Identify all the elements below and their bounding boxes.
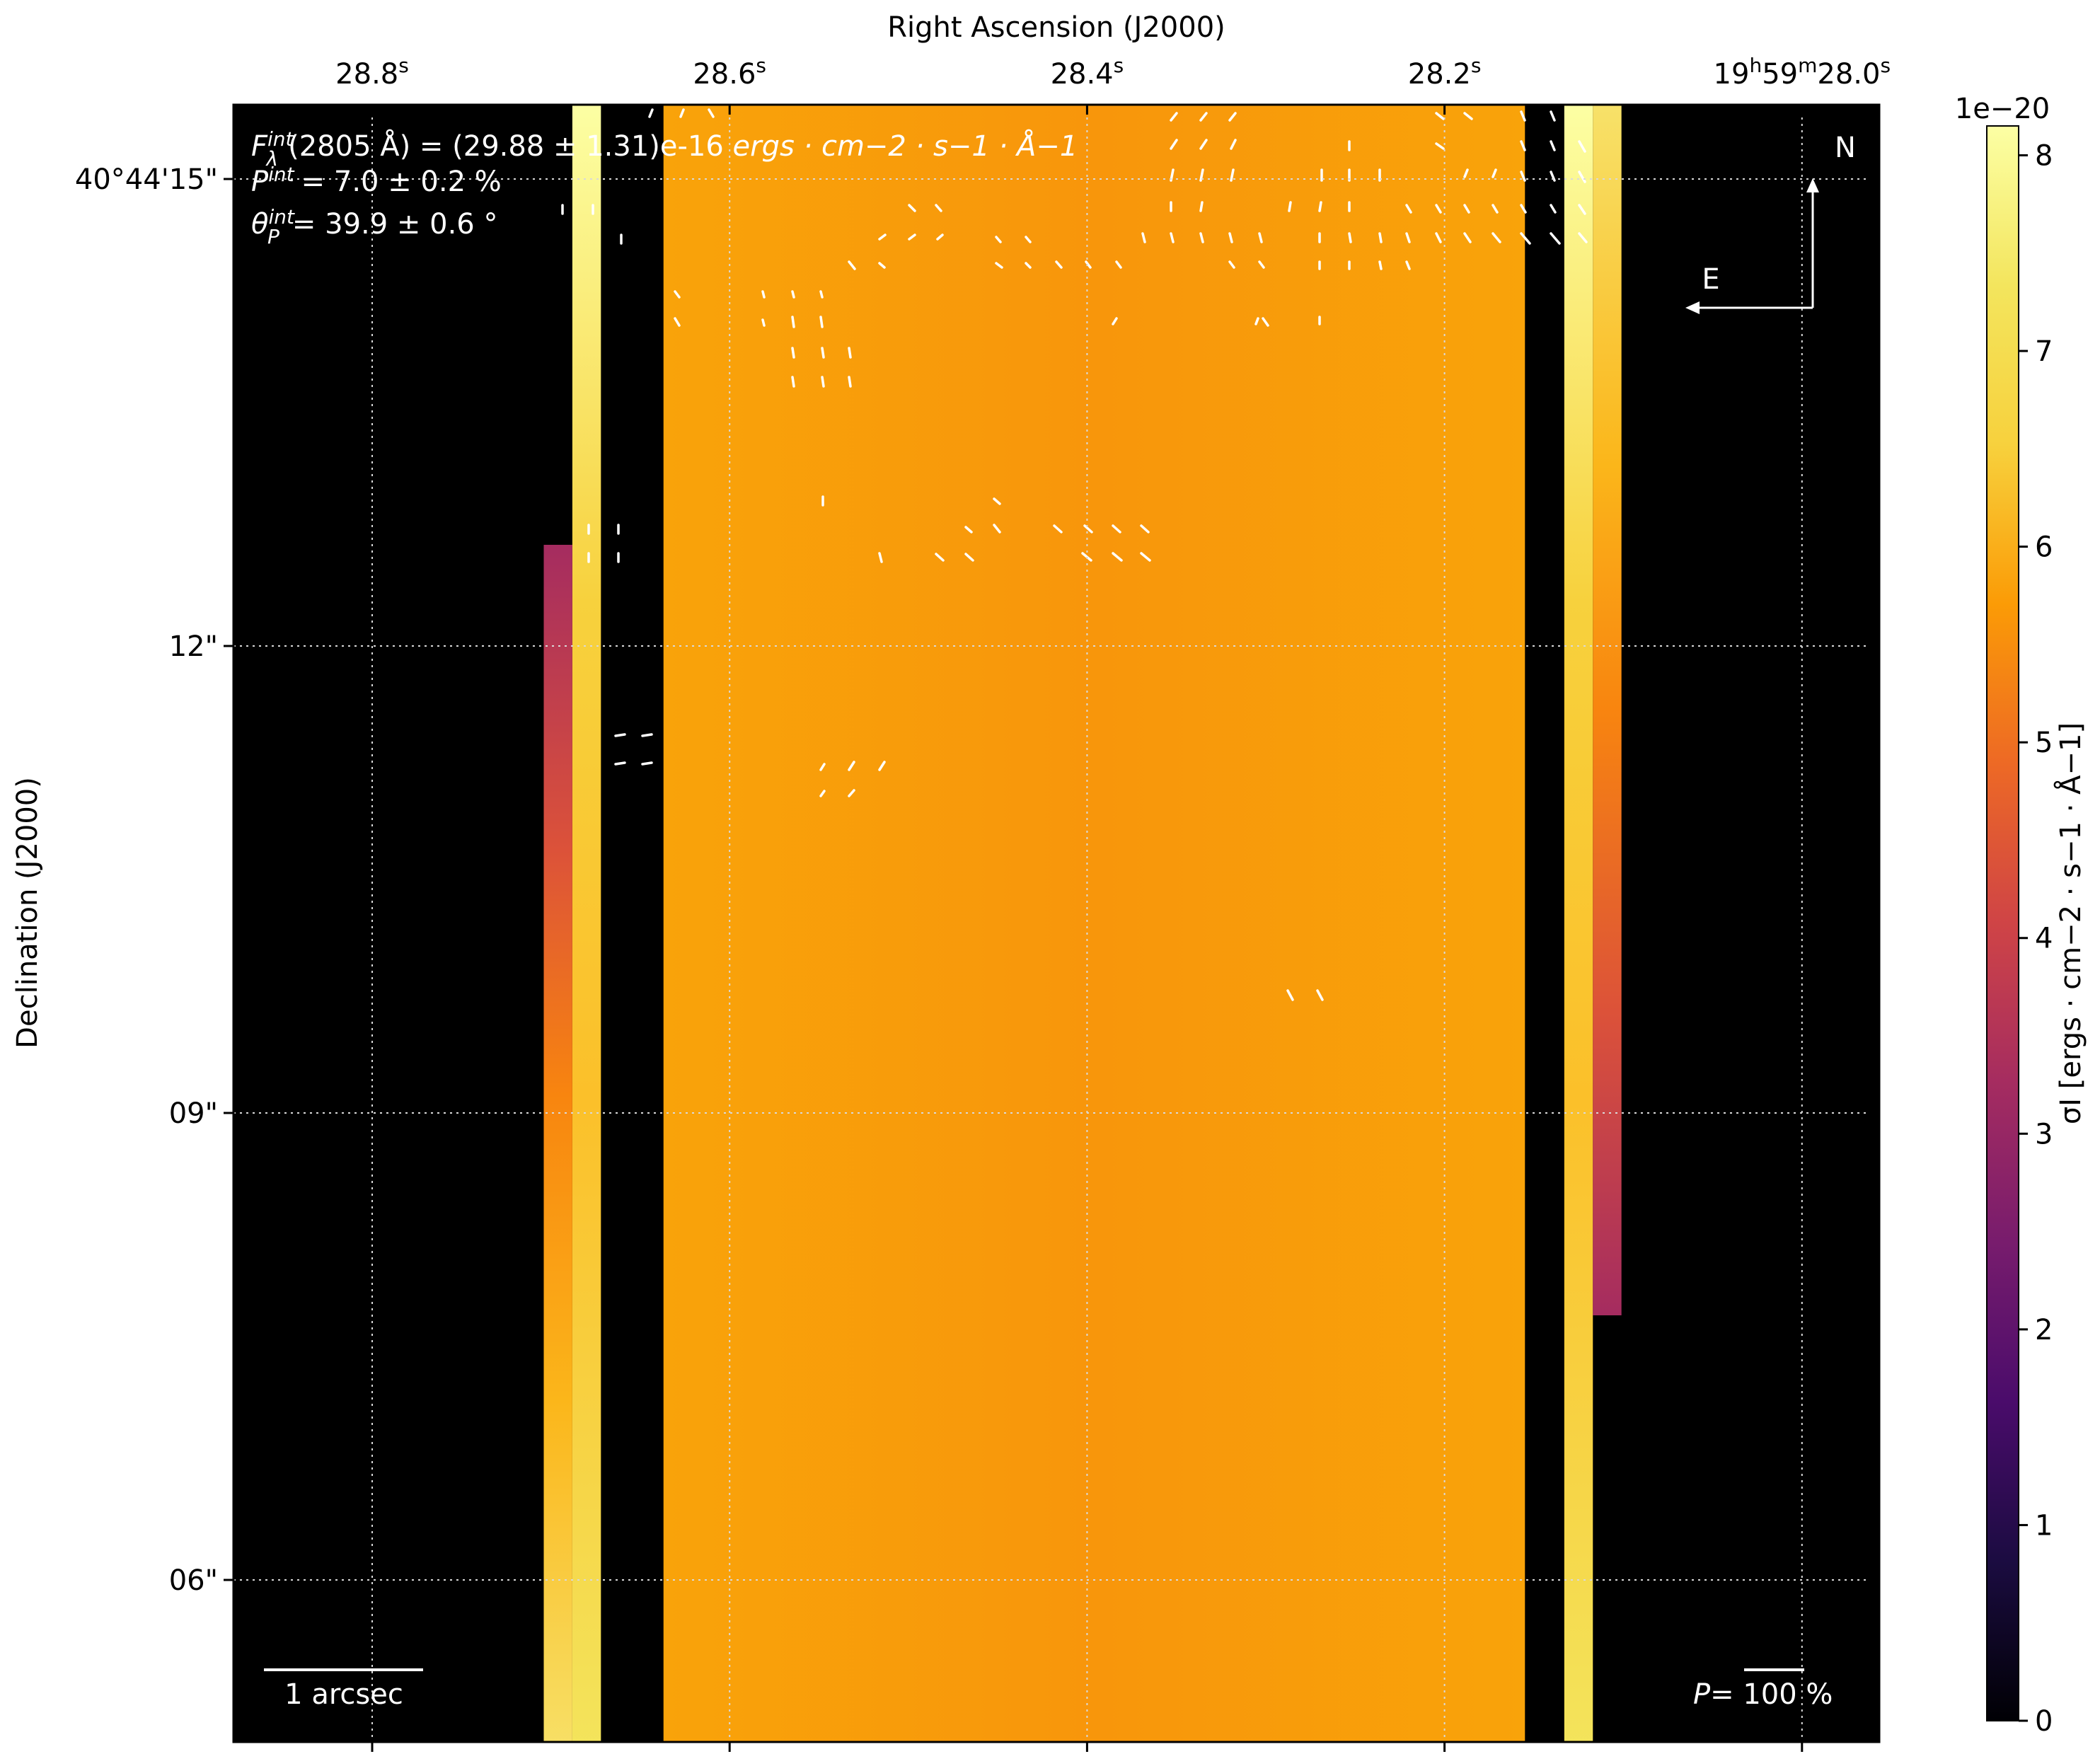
map-region-edge-column-left (572, 105, 601, 1742)
colorbar-tick-label: 7 (2035, 335, 2053, 368)
north-label: N (1835, 132, 1856, 164)
colorbar: 0 1 2 3 4 5 6 7 8 1e−20 σI [ergs · cm−2 · s−1 · … (1955, 93, 2087, 1738)
east-label: E (1702, 263, 1719, 296)
y-tick-label: 40°44'15" (75, 163, 218, 196)
map-region-right-strip (1593, 105, 1622, 1315)
x-tick-label: 28.8s (335, 54, 409, 91)
y-tick-label: 09" (169, 1097, 218, 1130)
north-arrow-icon (1806, 178, 1819, 192)
map-region-left-strip (543, 545, 572, 1742)
polarization-annotation: Pint = 7.0 ± 0.2 % (251, 163, 502, 198)
grid-lines (233, 105, 1879, 1742)
polarization-vectors (561, 108, 1588, 1001)
polarization-scale-label: P= 100 % (1693, 1678, 1833, 1711)
integrated-values-annotation: Fint λ (2805 Å) = (29.88 ± 1.31)e-16 ergs … (251, 127, 1078, 248)
intensity-map (543, 105, 1622, 1742)
colorbar-tick-label: 8 (2035, 139, 2053, 172)
scale-bar: 1 arcsec (264, 1668, 423, 1711)
map-region-edge-column-right (1564, 105, 1593, 1742)
map-region-data-core (663, 105, 1525, 1742)
y-tick-label: 06" (169, 1564, 218, 1597)
flux-annotation: Fint λ (2805 Å) = (29.88 ± 1.31)e-16 ergs … (251, 127, 1078, 171)
colorbar-label: σI [ergs · cm−2 · s−1 · Å−1] (2053, 722, 2087, 1124)
colorbar-gradient (1986, 125, 2019, 1721)
x-tick-label: 28.2s (1408, 54, 1482, 91)
axis-ticks: 28.8s 28.6s 28.4s 28.2s 19h59m28.0s 40°44'15"… (75, 54, 1891, 1752)
colorbar-tick-label: 0 (2035, 1705, 2053, 1738)
y-tick-label: 12" (169, 630, 218, 663)
angle-annotation: θint P = 39.9 ± 0.6 ° (251, 205, 497, 248)
east-arrow-icon (1685, 301, 1700, 314)
polarization-scale: P= 100 % (1693, 1668, 1833, 1711)
x-tick-label: 28.6s (693, 54, 766, 91)
colorbar-multiplier: 1e−20 (1955, 93, 2050, 125)
x-tick-label: 28.4s (1051, 54, 1124, 91)
colorbar-tick-label: 2 (2035, 1314, 2053, 1346)
colorbar-tick-label: 4 (2035, 923, 2053, 955)
colorbar-tick-label: 3 (2035, 1118, 2053, 1150)
colorbar-ticks: 0 1 2 3 4 5 6 7 8 (2019, 139, 2053, 1738)
colorbar-tick-label: 6 (2035, 531, 2053, 564)
colorbar-tick-label: 5 (2035, 727, 2053, 759)
colorbar-tick-label: 1 (2035, 1509, 2053, 1542)
x-tick-label: 19h59m28.0s (1714, 54, 1891, 91)
compass-rose: N E (1685, 132, 1856, 314)
plot-frame (232, 103, 1881, 1743)
y-axis-title: Declination (J2000) (11, 777, 44, 1049)
scale-bar-label: 1 arcsec (284, 1678, 403, 1711)
x-axis-title: Right Ascension (J2000) (887, 11, 1225, 44)
